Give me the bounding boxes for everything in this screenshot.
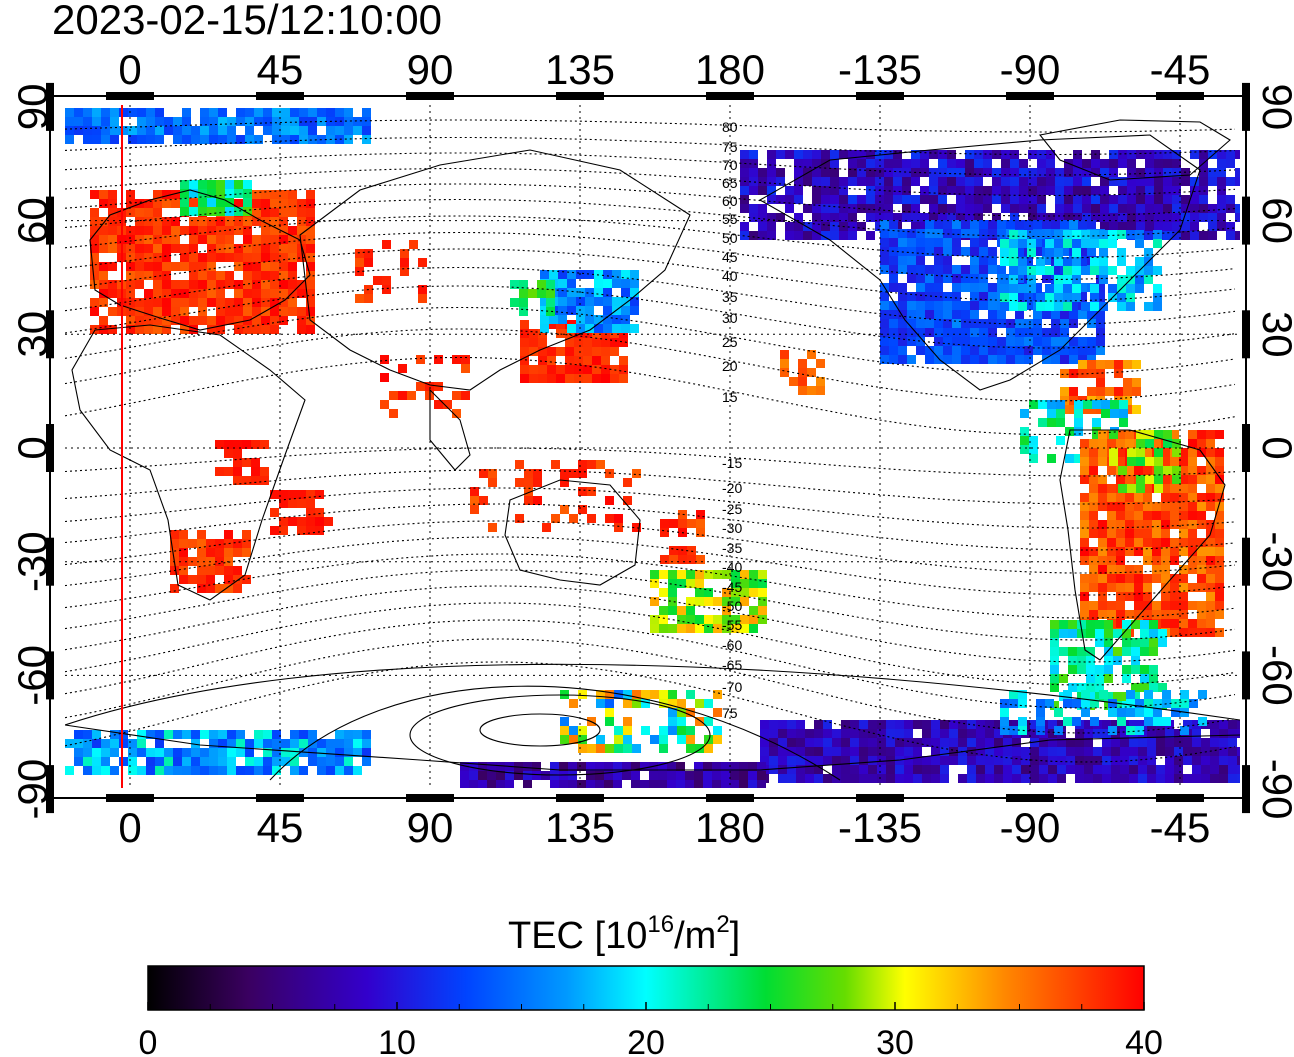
top-lon-tick-label: 45 [257,46,304,93]
contour-label: -25 [722,501,742,517]
contour-label: -40 [722,559,742,575]
left-lat-tick-label: 0 [9,436,56,459]
contour-label: -15 [722,455,742,471]
colorbar-tick-label: 10 [378,1024,416,1057]
right-lat-tick-label: 0 [1254,436,1294,459]
contour-label: 40 [722,268,738,284]
contour-label: 50 [722,230,738,246]
contour-label: -45 [722,579,742,595]
contour-label: 70 [722,157,738,173]
contour-label: 60 [722,193,738,209]
bottom-lon-tick-label: 90 [407,804,454,851]
colorbar-label-sup1: 16 [647,911,674,938]
right-lat-tick-label: 30 [1254,311,1294,358]
right-lat-tick-label: 90 [1254,84,1294,131]
colorbar-title: TEC [1016/m2] [508,911,740,957]
right-lat-tick-label: -30 [1254,531,1294,592]
top-lon-tick-label: 90 [407,46,454,93]
left-lat-tick-label: 30 [9,311,56,358]
bottom-lon-tick-label: 0 [118,804,141,851]
contour-label: 15 [722,389,738,405]
lat-lon-grid [65,105,1240,788]
contour-label: 75 [722,705,738,721]
axis-ticks [46,82,1250,814]
contour-labels: 80 75 70 65 60 55 50 45 40 35 30 25 20 15 -15 -20 -25 -30… [722,119,742,721]
contour-label: 65 [722,175,738,191]
timestamp-title: 2023-02-15/12:10:00 [52,0,442,43]
contour-label: 75 [722,139,738,155]
right-lat-tick-label: -90 [1254,759,1294,820]
bottom-lon-tick-label: 135 [545,804,615,851]
colorbar-tick-label: 20 [627,1024,665,1057]
contour-label: -35 [722,540,742,556]
bottom-lon-tick-label: 45 [257,804,304,851]
contour-label: 20 [722,358,738,374]
colorbar-label-mid: /m [674,915,716,957]
colorbar-label-sup2: 2 [716,911,729,938]
contour-label: 30 [722,310,738,326]
top-lon-tick-label: -90 [1000,46,1061,93]
top-lon-tick-label: -135 [838,46,922,93]
contour-label: -55 [722,617,742,633]
top-longitude-labels: 0 45 90 135 180 -135 -90 -45 [118,46,1210,93]
right-latitude-labels: 90 60 30 0 -30 -60 -90 [1254,84,1294,820]
contour-label: -65 [722,657,742,673]
contour-label: -70 [722,679,742,695]
contour-label: 80 [722,119,738,135]
right-lat-tick-label: 60 [1254,197,1294,244]
bottom-lon-tick-label: -90 [1000,804,1061,851]
contour-label: 35 [722,289,738,305]
top-lon-tick-label: -45 [1150,46,1211,93]
top-lon-tick-label: 135 [545,46,615,93]
contour-label: -60 [722,637,742,653]
colorbar-ticks: 0 10 20 30 40 [139,1002,1163,1057]
left-lat-tick-label: -30 [9,531,56,592]
svg-text:TEC [1016/m2]: TEC [1016/m2] [508,911,740,957]
right-lat-tick-label: -60 [1254,645,1294,706]
top-lon-tick-label: 0 [118,46,141,93]
colorbar-tick-label: 40 [1125,1024,1163,1057]
left-lat-tick-label: -90 [9,759,56,820]
colorbar-tick-label: 0 [139,1024,158,1057]
coastlines [65,119,1240,771]
left-latitude-labels: 90 60 30 0 -30 -60 -90 [9,84,56,820]
bottom-lon-tick-label: 180 [695,804,765,851]
contour-label: 55 [722,211,738,227]
magnetic-latitude-contours [65,119,1236,763]
bottom-lon-tick-label: -45 [1150,804,1211,851]
left-lat-tick-label: -60 [9,645,56,706]
contour-label: -50 [722,598,742,614]
magnetic-pole-contours [65,663,1240,781]
bottom-lon-tick-label: -135 [838,804,922,851]
left-lat-tick-label: 90 [9,84,56,131]
contour-label: 25 [722,334,738,350]
contour-label: -20 [722,480,742,496]
contour-label: 45 [722,249,738,265]
colorbar-tick-label: 30 [876,1024,914,1057]
contour-label: -30 [722,520,742,536]
bottom-longitude-labels: 0 45 90 135 180 -135 -90 -45 [118,804,1210,851]
left-lat-tick-label: 60 [9,197,56,244]
colorbar-label-end: ] [730,915,741,957]
top-lon-tick-label: 180 [695,46,765,93]
colorbar-label-main: TEC [10 [508,915,647,957]
